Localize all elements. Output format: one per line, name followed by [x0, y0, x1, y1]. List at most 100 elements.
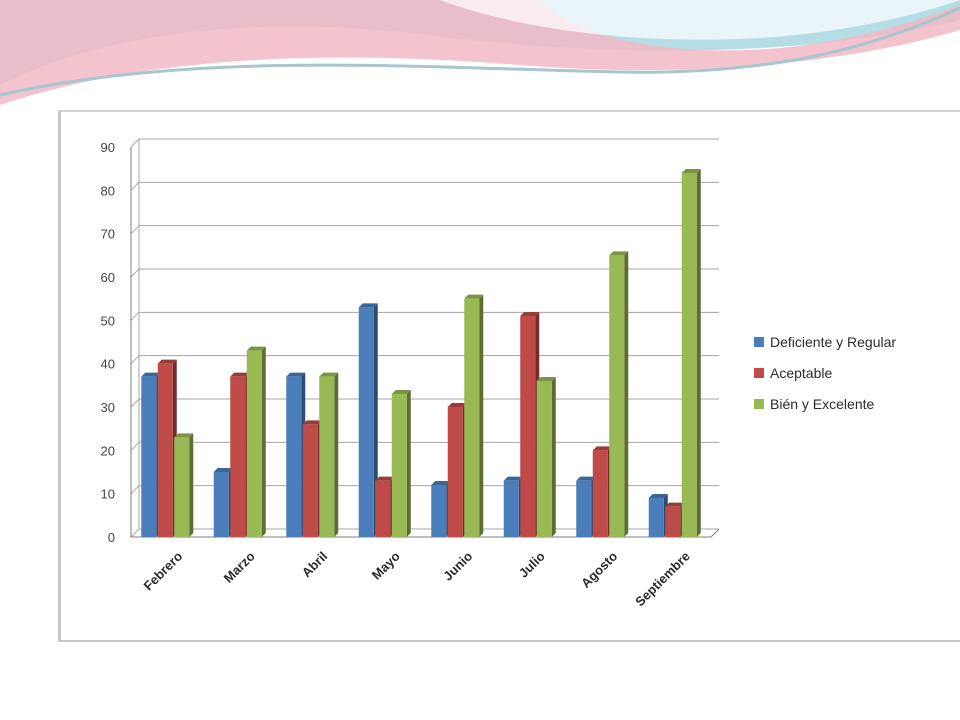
- bar-front: [391, 394, 407, 537]
- gridline-side: [130, 355, 140, 365]
- bar-bi-n-y-excelente: [391, 390, 411, 537]
- bar-top: [358, 303, 378, 308]
- gridline-side: [130, 268, 140, 278]
- bar-bi-n-y-excelente: [464, 294, 484, 537]
- bar-aceptable: [592, 446, 612, 537]
- bar-top: [157, 359, 177, 364]
- gridline-side: [130, 311, 140, 321]
- slide-header-decoration: [0, 0, 960, 105]
- gridline-side: [130, 485, 140, 495]
- bar-front: [609, 255, 625, 538]
- y-tick-label: 70: [101, 227, 115, 242]
- bar-bi-n-y-excelente: [681, 169, 701, 537]
- gridline-side: [130, 181, 140, 191]
- bar-top: [503, 476, 523, 481]
- bar-top: [536, 377, 556, 381]
- axis-labels: 0 10 20 30 40 50 60 70 80 90 Febrero Marzo Abril Mayo…: [101, 140, 693, 609]
- x-tick-label: Septiembre: [632, 549, 693, 610]
- y-tick-label: 90: [101, 140, 115, 155]
- bar-aceptable: [447, 403, 467, 537]
- bar-top: [375, 476, 395, 481]
- bar-bi-n-y-excelente: [609, 251, 629, 538]
- x-tick-label: Mayo: [369, 548, 403, 582]
- bar-deficiente-y-regular: [286, 372, 306, 537]
- bar-top: [286, 372, 306, 377]
- bar-top: [464, 294, 484, 299]
- bars: [141, 169, 701, 538]
- x-tick-label: Marzo: [221, 548, 258, 585]
- bar-front: [665, 506, 681, 537]
- bar-bi-n-y-excelente: [536, 377, 556, 537]
- bar-front: [431, 485, 447, 537]
- bar-front: [319, 376, 335, 537]
- bar-top: [592, 446, 612, 451]
- legend-label: Deficiente y Regular: [770, 334, 896, 350]
- bar-front: [576, 480, 592, 537]
- bar-side: [334, 372, 339, 537]
- y-tick-label: 40: [101, 357, 115, 372]
- bar-front: [302, 424, 318, 537]
- legend: Deficiente y Regular Aceptable Bién y Exce…: [754, 334, 896, 412]
- decor-white-highlight: [440, 0, 960, 40]
- bar-aceptable: [157, 359, 177, 537]
- bar-front: [213, 472, 229, 537]
- gridline-side: [130, 138, 140, 148]
- bar-side: [696, 169, 701, 537]
- bar-front: [246, 350, 262, 537]
- bar-front: [141, 376, 157, 537]
- bar-front: [174, 437, 190, 537]
- bar-deficiente-y-regular: [503, 476, 523, 537]
- bar-front: [592, 450, 608, 537]
- bar-top: [665, 502, 685, 507]
- bar-top: [174, 433, 194, 438]
- x-tick-label: Julio: [516, 548, 548, 580]
- bar-top: [302, 420, 322, 425]
- bar-side: [624, 251, 629, 538]
- bar-top: [648, 494, 668, 498]
- y-tick-label: 0: [108, 530, 115, 545]
- bar-deficiente-y-regular: [358, 303, 378, 537]
- bar-side: [189, 433, 194, 537]
- bar-deficiente-y-regular: [431, 481, 451, 537]
- bar-top: [141, 372, 161, 377]
- gridline-side: [130, 528, 140, 538]
- chart-frame: 0 10 20 30 40 50 60 70 80 90 Febrero Marzo Abril Mayo…: [58, 110, 960, 642]
- bar-side: [479, 294, 484, 537]
- y-tick-label: 30: [101, 400, 115, 415]
- bar-side: [406, 390, 411, 537]
- legend-swatch: [754, 368, 764, 378]
- bar-front: [358, 307, 374, 537]
- legend-swatch: [754, 337, 764, 347]
- gridline-side: [130, 441, 140, 451]
- bar-front: [503, 480, 519, 537]
- bar-top: [520, 312, 540, 316]
- bar-front: [536, 381, 552, 537]
- bar-top: [431, 481, 451, 485]
- bar-side: [373, 303, 378, 537]
- bar-top: [230, 372, 250, 377]
- gridline-side: [130, 398, 140, 408]
- bar-chart: 0 10 20 30 40 50 60 70 80 90 Febrero Marzo Abril Mayo…: [101, 138, 896, 609]
- bar-front: [464, 298, 480, 537]
- bar-bi-n-y-excelente: [319, 372, 339, 537]
- bar-front: [375, 480, 391, 537]
- bar-deficiente-y-regular: [576, 476, 596, 537]
- bar-deficiente-y-regular: [141, 372, 161, 537]
- bar-top: [681, 169, 701, 173]
- y-tick-label: 80: [101, 183, 115, 198]
- x-tick-label: Febrero: [140, 548, 185, 593]
- floor-edge: [710, 528, 720, 538]
- bar-aceptable: [375, 476, 395, 537]
- bar-deficiente-y-regular: [648, 494, 668, 537]
- bar-bi-n-y-excelente: [246, 346, 266, 537]
- bar-top: [213, 468, 233, 472]
- x-tick-label: Abril: [299, 549, 331, 581]
- bar-front: [157, 363, 173, 537]
- x-tick-label: Agosto: [578, 548, 620, 590]
- y-tick-label: 60: [101, 270, 115, 285]
- bar-aceptable: [520, 312, 540, 537]
- legend-swatch: [754, 399, 764, 409]
- bar-front: [447, 407, 463, 537]
- bar-top: [576, 476, 596, 481]
- bar-bi-n-y-excelente: [174, 433, 194, 537]
